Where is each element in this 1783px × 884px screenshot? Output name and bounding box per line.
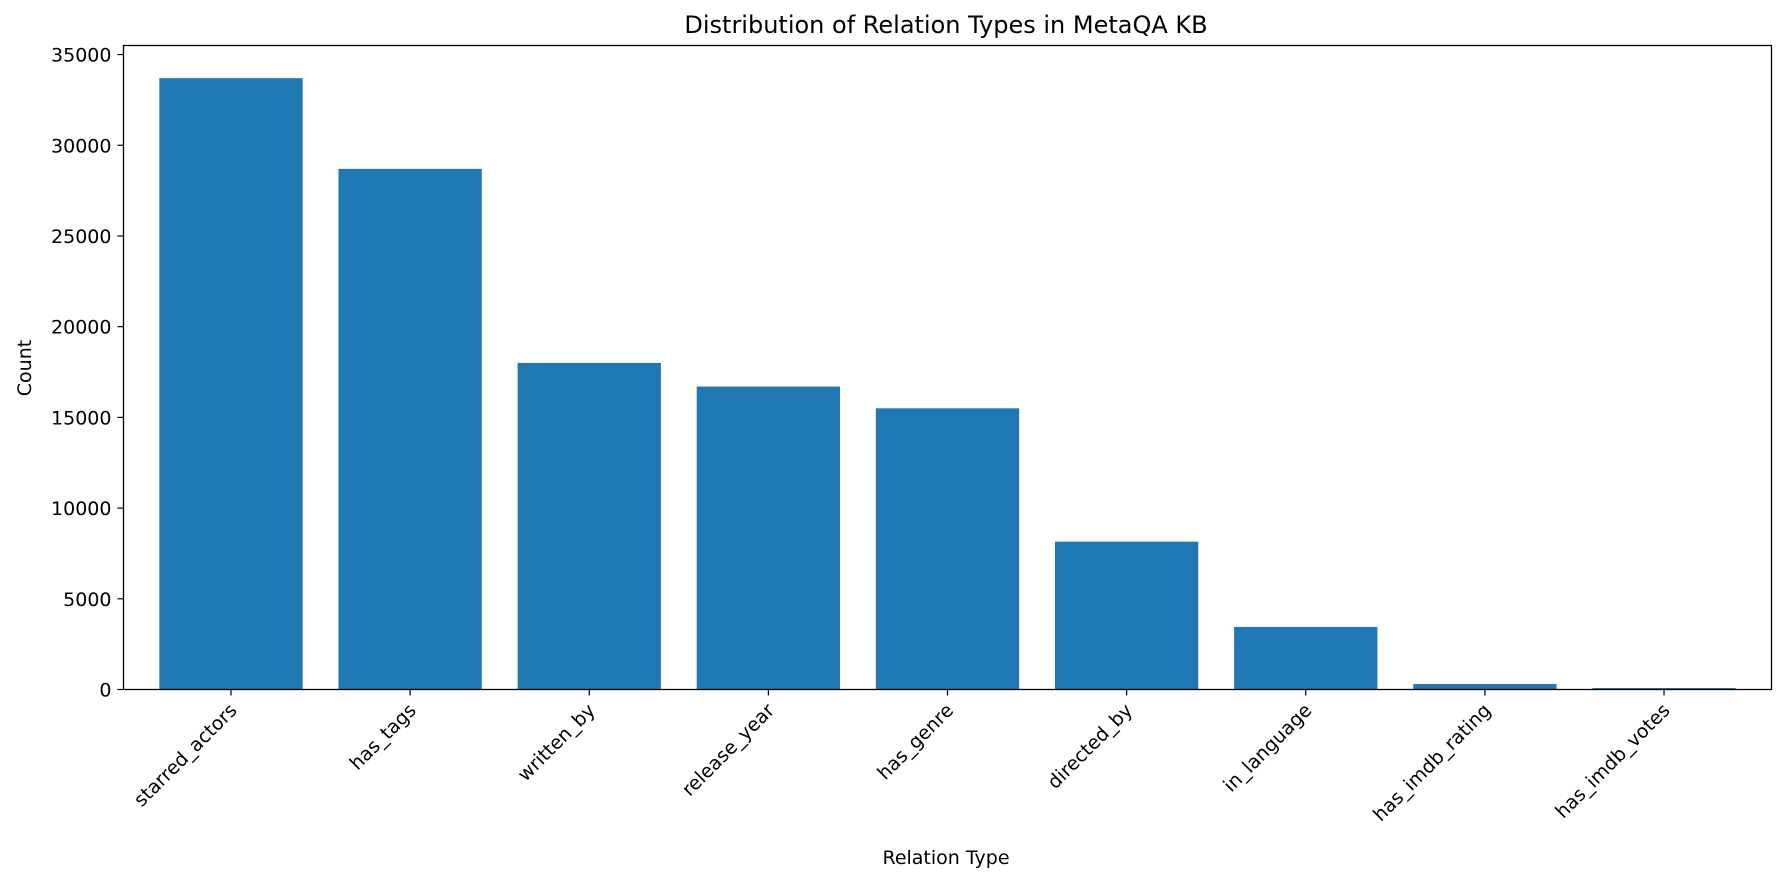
- y-tick-label: 5000: [63, 589, 111, 611]
- y-tick-label: 30000: [51, 135, 111, 157]
- x-tick-label-has-genre: has_genre: [873, 699, 958, 784]
- x-tick-label-in-language: in_language: [1219, 699, 1316, 796]
- bar-written-by: [517, 362, 661, 690]
- bar-has-genre: [875, 408, 1020, 690]
- bar-release-year: [696, 386, 841, 690]
- bar-has-tags: [338, 168, 482, 690]
- x-axis-ticks: starred_actors has_tags written_by release_…: [130, 689, 1675, 826]
- bar-in-language: [1234, 626, 1378, 690]
- x-tick-label-directed-by: directed_by: [1043, 699, 1137, 793]
- bar-has-imdb-rating: [1413, 684, 1557, 690]
- x-tick-label-written-by: written_by: [513, 699, 599, 785]
- plot-frame: [122, 44, 1773, 691]
- bar-starred-actors: [159, 78, 303, 690]
- x-tick-label-has-imdb-rating: has_imdb_rating: [1369, 699, 1495, 825]
- y-axis-label: Count: [14, 340, 36, 396]
- x-axis-label: Relation Type: [882, 847, 1009, 869]
- y-tick-label: 0: [99, 680, 111, 702]
- y-axis-ticks: 0 5000 10000 15000 20000 25000 30000 35000: [51, 45, 124, 702]
- x-tick-label-has-imdb-votes: has_imdb_votes: [1551, 699, 1674, 822]
- x-tick-label-release-year: release_year: [678, 699, 779, 800]
- bars: [159, 78, 1736, 690]
- x-tick-label-has-tags: has_tags: [346, 699, 421, 774]
- y-tick-label: 20000: [51, 317, 111, 339]
- chart-title: Distribution of Relation Types in MetaQA…: [684, 11, 1207, 39]
- y-tick-label: 35000: [51, 45, 111, 67]
- bar-has-imdb-votes: [1592, 688, 1736, 690]
- y-tick-label: 15000: [51, 407, 111, 429]
- x-tick-label-starred-actors: starred_actors: [130, 699, 242, 811]
- y-tick-label: 25000: [51, 226, 111, 248]
- bar-directed-by: [1054, 541, 1199, 690]
- y-tick-label: 10000: [51, 498, 111, 520]
